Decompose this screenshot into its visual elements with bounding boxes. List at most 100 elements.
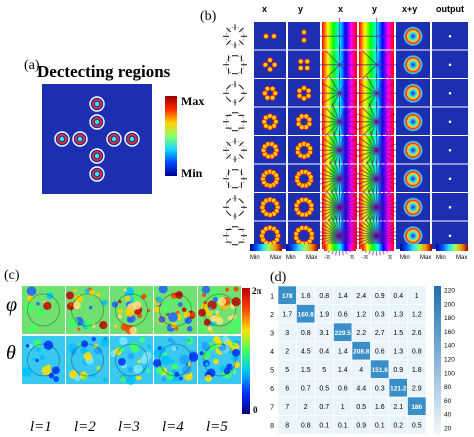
speckle [101, 299, 108, 306]
header-output: output [436, 4, 464, 14]
speckle [153, 349, 162, 358]
speckle [74, 375, 81, 382]
phase-singularity-line [358, 82, 395, 104]
speckle [118, 346, 125, 353]
speckle [171, 346, 177, 351]
speckle [137, 313, 142, 319]
sum-intensity-ring [403, 140, 423, 161]
speckle [118, 300, 122, 304]
speckle [94, 346, 102, 355]
speckle [84, 319, 94, 329]
polarization-arrow [226, 84, 232, 90]
detecting-region-5 [106, 131, 122, 147]
speckle [36, 308, 45, 316]
speckle [77, 342, 82, 347]
scale-bar-5 [400, 244, 432, 251]
intensity-lobe [301, 95, 307, 102]
speckle [183, 311, 191, 319]
region-ring-6 [127, 133, 138, 144]
intensity-lobe [297, 65, 304, 71]
intensity-lobe [262, 61, 269, 68]
region-core-2 [94, 119, 100, 125]
speckle [184, 304, 189, 309]
panel-c-grid [22, 286, 242, 385]
matrix-value: 0.9 [375, 293, 385, 300]
speckle [147, 344, 151, 349]
aperture-ring [115, 293, 148, 327]
col-label-l4: l=4 [162, 419, 184, 435]
output-spot [448, 91, 452, 95]
speckle [216, 317, 224, 325]
speckle [164, 301, 170, 307]
speckle [28, 343, 33, 349]
colorbar-tick: 120 [444, 357, 455, 364]
speckle [138, 376, 142, 380]
sum-intensity-ring [403, 197, 423, 218]
polarization-arrow [226, 40, 232, 46]
speckle [102, 377, 108, 383]
speckle [211, 289, 219, 297]
detecting-region-8 [89, 166, 105, 182]
speckle [144, 311, 148, 315]
speckle [80, 346, 88, 354]
intensity-lobe [271, 33, 277, 40]
speckle [129, 326, 137, 335]
row-label-5: 5 [270, 367, 274, 374]
speckle [201, 350, 211, 360]
intensity-lobe [301, 85, 307, 91]
matrix-value: 0.8 [301, 422, 311, 429]
speckle [26, 295, 34, 302]
intensity-cell [254, 50, 286, 78]
speckle [46, 292, 54, 300]
speckle [232, 368, 237, 373]
speckle [146, 308, 151, 313]
speckle [99, 321, 108, 330]
speckle [156, 366, 165, 375]
speckle [217, 297, 227, 306]
speckle [186, 325, 193, 332]
speckle [35, 347, 41, 352]
speckle [174, 372, 180, 377]
matrix-value: 208.8 [353, 348, 370, 355]
speckle [158, 315, 166, 323]
speckle [22, 367, 32, 378]
speckle [91, 336, 96, 342]
matrix-value: 6 [285, 385, 289, 392]
matrix-value: 0.2 [393, 422, 403, 429]
region-ring-5 [109, 133, 120, 144]
speckle [39, 354, 46, 361]
matrix-value: 2 [285, 348, 289, 355]
intensity-lobe [264, 85, 271, 92]
panel-a-colorbar-min: Min [181, 166, 203, 180]
polarization-arrow [226, 97, 232, 103]
colorbar-tick: 200 [444, 301, 455, 308]
matrix-value: 7 [285, 404, 289, 411]
matrix-value: 0.5 [319, 385, 329, 392]
intensity-lobe [301, 29, 307, 36]
polarization-arrow [238, 211, 244, 217]
matrix-value: 0.7 [319, 404, 329, 411]
col-label-l2: l=2 [74, 419, 96, 435]
output-spot [448, 120, 452, 124]
speckle [133, 291, 142, 300]
matrix-value: 178 [282, 293, 293, 300]
aperture-ring [203, 293, 236, 327]
colorbar-tick: 180 [444, 315, 455, 322]
speckle [213, 358, 219, 365]
speckle [24, 302, 35, 313]
speckle [70, 349, 77, 356]
scale-bar-4 [362, 244, 394, 251]
matrix-value: 1.3 [393, 311, 403, 318]
matrix-value: 0.1 [338, 422, 348, 429]
phase-singularity-line [357, 172, 396, 185]
intensity-lobe [271, 61, 278, 68]
matrix-value: 1.6 [375, 404, 385, 411]
matrix-value: 0.8 [412, 348, 422, 355]
intensity-cell [288, 22, 320, 50]
region-core-3 [59, 136, 65, 142]
speckle [187, 362, 192, 367]
sum-intensity-ring [403, 225, 423, 246]
matrix-value: 1.7 [282, 311, 292, 318]
scale-bar-3 [324, 244, 356, 251]
speckle [205, 309, 214, 317]
